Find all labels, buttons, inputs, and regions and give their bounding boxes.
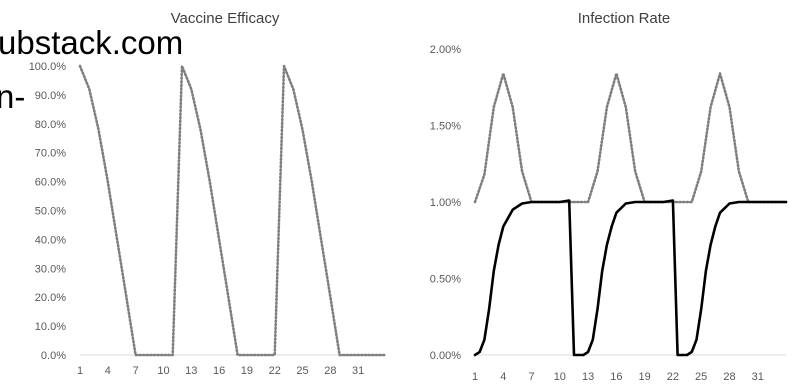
x-tick-label: 31 — [352, 365, 364, 377]
x-tick-label: 13 — [582, 371, 594, 383]
x-tick-label: 28 — [324, 365, 336, 377]
x-tick-label: 1 — [472, 371, 478, 383]
solid-series-line — [473, 199, 788, 357]
dotted-series-line — [473, 72, 788, 204]
y-tick-label: 0.50% — [430, 274, 461, 286]
x-tick-label: 19 — [241, 365, 253, 377]
chart-title: Infection Rate — [578, 10, 671, 27]
x-tick-label: 31 — [752, 371, 764, 383]
x-tick-label: 4 — [500, 371, 506, 383]
y-tick-label: 70.0% — [35, 148, 66, 160]
y-tick-label: 30.0% — [35, 263, 66, 275]
x-tick-label: 10 — [157, 365, 169, 377]
x-tick-label: 1 — [77, 365, 83, 377]
x-tick-label: 7 — [133, 365, 139, 377]
x-tick-label: 4 — [105, 365, 111, 377]
y-tick-label: 20.0% — [35, 292, 66, 304]
chart-panel-1: Vaccine Efficacy 0.0% 10.0% 20.0% 30.0% 40.0%… — [29, 10, 388, 377]
x-tick-label: 19 — [639, 371, 651, 383]
y-tick-label: 1.00% — [430, 197, 461, 209]
dotted-series-line — [78, 64, 388, 357]
x-tick-label: 13 — [185, 365, 197, 377]
x-tick-label: 25 — [695, 371, 707, 383]
overlay-url-fragment: ubstack.com — [0, 24, 183, 61]
y-tick-label: 50.0% — [35, 206, 66, 218]
x-tick-label: 16 — [610, 371, 622, 383]
y-tick-label: 1.50% — [430, 121, 461, 133]
y-tick-label: 60.0% — [35, 177, 66, 189]
y-tick-label: 40.0% — [35, 234, 66, 246]
x-tick-label: 22 — [269, 365, 281, 377]
y-tick-label: 0.00% — [430, 350, 461, 362]
y-tick-label: 0.0% — [41, 350, 66, 362]
y-tick-label: 2.00% — [430, 44, 461, 56]
y-tick-label: 100.0% — [29, 61, 67, 73]
x-tick-label: 7 — [528, 371, 534, 383]
chart-panel-2: Infection Rate 0.00% 0.50% 1.00% 1.50% 2.00% 1… — [430, 10, 788, 383]
x-tick-label: 28 — [723, 371, 735, 383]
y-tick-label: 10.0% — [35, 321, 66, 333]
x-tick-label: 10 — [554, 371, 566, 383]
x-tick-label: 16 — [213, 365, 225, 377]
y-tick-label: 90.0% — [35, 90, 66, 102]
x-tick-label: 22 — [667, 371, 679, 383]
x-tick-label: 25 — [296, 365, 308, 377]
chart-title: Vaccine Efficacy — [171, 10, 280, 27]
overlay-hyphen-fragment: n- — [0, 78, 25, 115]
y-tick-label: 80.0% — [35, 119, 66, 131]
